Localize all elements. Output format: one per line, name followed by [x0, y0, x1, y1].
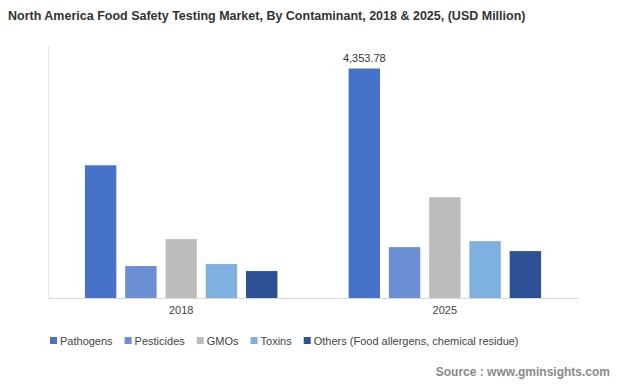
legend-label: Toxins: [261, 335, 293, 347]
bar-series: [206, 241, 501, 298]
legend-swatch: [50, 337, 57, 344]
bar-series: [165, 197, 460, 298]
x-tick-label: 2018: [169, 304, 193, 316]
legend-swatch: [197, 337, 204, 344]
legend-label: Pesticides: [135, 335, 186, 347]
legend-item: Toxins: [251, 335, 293, 347]
bar: [85, 165, 116, 298]
legend-item: Others (Food allergens, chemical residue…: [304, 335, 519, 347]
legend-swatch: [251, 337, 258, 344]
legend: Pathogens Pesticides GMOs Toxins Others (Foo…: [50, 335, 519, 347]
title: North America Food Safety Testing Market…: [8, 9, 525, 23]
bar: [429, 197, 460, 298]
x-tick: 2018: [169, 298, 193, 316]
bar-series: [85, 69, 380, 298]
bar: [165, 239, 196, 298]
bar: [206, 264, 237, 298]
legend-label: Pathogens: [60, 335, 113, 347]
bar: [389, 247, 420, 298]
legend-item: Pesticides: [125, 335, 186, 347]
y-axis: [48, 46, 49, 299]
legend-item: Pathogens: [50, 335, 113, 347]
legend-item: GMOs: [197, 335, 239, 347]
x-tick: 2025: [433, 298, 457, 316]
bars: [85, 69, 541, 298]
y-axis-line: [48, 46, 49, 299]
legend-label: GMOs: [207, 335, 239, 347]
data-label: 4,353.78: [343, 52, 386, 64]
x-tick-label: 2025: [433, 304, 457, 316]
x-axis: 2018 2025: [49, 298, 579, 316]
bar: [246, 271, 277, 298]
chart: North America Food Safety Testing Market…: [0, 0, 624, 387]
bar-series: [246, 251, 541, 298]
x-axis-line: [49, 298, 579, 299]
bar: [349, 69, 380, 298]
bar: [125, 266, 156, 298]
legend-swatch: [304, 337, 311, 344]
bar: [510, 251, 541, 298]
legend-swatch: [125, 337, 132, 344]
source: Source : www.gminsights.com: [436, 365, 610, 379]
data-labels: 4,353.78: [343, 52, 386, 64]
bar: [469, 241, 500, 298]
legend-label: Others (Food allergens, chemical residue…: [314, 335, 519, 347]
